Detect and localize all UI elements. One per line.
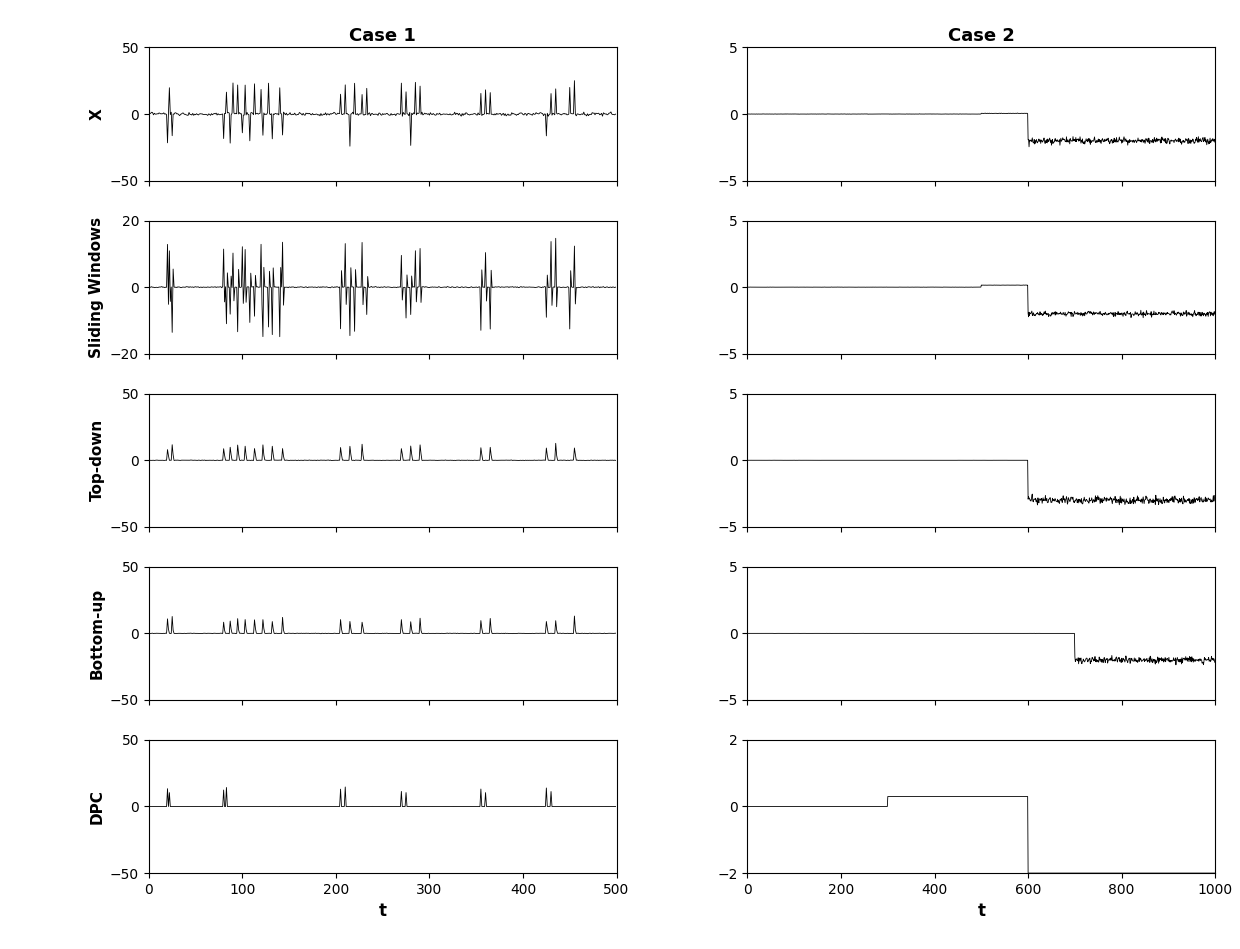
X-axis label: t: t — [378, 902, 387, 921]
Y-axis label: DPC: DPC — [89, 789, 104, 824]
Title: Case 1: Case 1 — [350, 27, 417, 45]
Y-axis label: Top-down: Top-down — [89, 419, 104, 501]
X-axis label: t: t — [977, 902, 986, 921]
Y-axis label: X: X — [89, 108, 104, 120]
Y-axis label: Sliding Windows: Sliding Windows — [89, 216, 104, 358]
Title: Case 2: Case 2 — [947, 27, 1014, 45]
Y-axis label: Bottom-up: Bottom-up — [89, 587, 104, 679]
